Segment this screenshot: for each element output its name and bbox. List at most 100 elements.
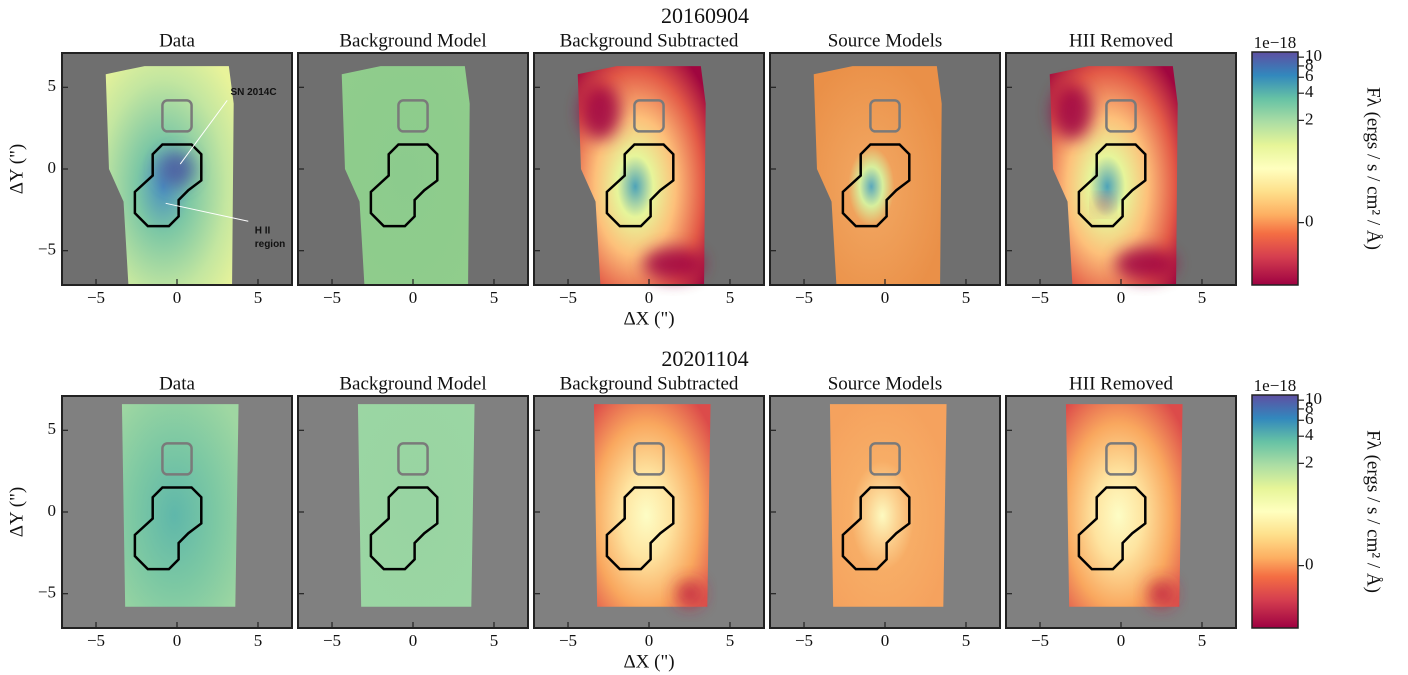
contour [369,486,439,571]
panel-image [298,396,528,628]
colorbar-offset: 1e−18 [1254,33,1297,52]
footprint [1065,404,1183,607]
panel-title: Source Models [828,373,943,394]
blob [1096,197,1111,212]
colorbar [1251,394,1299,629]
aperture [1105,99,1137,133]
x-tick-label: 5 [962,288,971,307]
panel-title: Background Model [339,373,486,394]
annotation-line [179,100,228,165]
x-tick-label: 5 [962,631,971,650]
colorbar-tick-label: 4 [1305,82,1314,101]
x-tick-label: −5 [87,288,105,307]
aperture [397,442,429,476]
y-tick-label: 5 [48,76,57,95]
aperture [869,99,901,133]
x-tick-label: 5 [726,631,735,650]
x-tick-label: 0 [881,288,890,307]
x-tick-label: −5 [323,631,341,650]
colorbar-tick-label: 10 [1305,46,1322,65]
x-axis-label: ΔX (") [623,308,674,329]
panel-image [770,396,1000,628]
y-tick-label: 0 [48,501,57,520]
x-tick-label: −5 [795,288,813,307]
x-tick-label: 5 [1198,288,1207,307]
aperture [397,99,429,133]
panel-image [1006,396,1236,628]
contour [841,143,911,228]
y-axis-label: ΔY (") [6,144,27,194]
footprint [357,404,475,607]
aperture [869,442,901,476]
colorbar-label: Fλ (ergs / s / cm² / Å) [1363,430,1384,593]
colorbar-tick-label: 2 [1305,452,1314,471]
panel-image [62,396,292,628]
annotation: H II [255,226,271,237]
x-tick-label: −5 [795,631,813,650]
colorbar-tick-label: 2 [1305,109,1314,128]
blob [1147,579,1176,608]
x-tick-label: −5 [87,631,105,650]
x-tick-label: −5 [559,631,577,650]
y-tick-label: −5 [38,240,56,259]
colorbar-tick-label: 6 [1305,66,1314,85]
footprint [813,66,942,285]
x-axis-label: ΔX (") [623,651,674,672]
y-tick-label: −5 [38,583,56,602]
panel-image [534,53,764,285]
aperture [161,99,193,133]
x-tick-label: 0 [645,631,654,650]
x-tick-label: 0 [1117,631,1126,650]
contour [605,143,675,228]
row-title: 20201104 [661,346,748,371]
panel-title: HII Removed [1069,30,1173,51]
colorbar-tick-label: 0 [1305,212,1314,231]
x-tick-label: 0 [173,288,182,307]
aperture [633,99,665,133]
colorbar-tick-label: 8 [1305,55,1314,74]
blob [580,83,621,140]
x-tick-label: 0 [1117,288,1126,307]
aperture [1105,442,1137,476]
blob [159,151,195,187]
contour [1077,143,1147,228]
x-tick-label: 0 [173,631,182,650]
blob [1115,247,1176,280]
x-tick-label: 5 [1198,631,1207,650]
annotation: SN 2014C [230,87,276,98]
panel-title: Background Subtracted [560,30,739,51]
contour [605,486,675,571]
x-tick-label: 5 [726,288,735,307]
footprint [121,404,239,607]
y-tick-label: 0 [48,158,57,177]
colorbar-offset: 1e−18 [1254,376,1297,395]
colorbar-tick-label: 0 [1305,555,1314,574]
contour [369,143,439,228]
footprint [829,404,947,607]
contour [1077,486,1147,571]
annotation-line [165,202,249,222]
x-tick-label: 0 [409,631,418,650]
colorbar-tick-label: 8 [1305,398,1314,417]
row-title: 20160904 [661,3,749,28]
x-tick-label: 5 [254,288,263,307]
x-tick-label: −5 [559,288,577,307]
blob [675,579,704,608]
x-tick-label: −5 [1031,288,1049,307]
panel-image [62,53,292,285]
panel-title: Background Subtracted [560,373,739,394]
colorbar [1251,51,1299,286]
panel-image [534,396,764,628]
panel-title: Source Models [828,30,943,51]
y-tick-label: 5 [48,419,57,438]
x-tick-label: 0 [645,288,654,307]
x-tick-label: −5 [1031,631,1049,650]
panel-image [770,53,1000,285]
x-tick-label: 5 [490,288,499,307]
footprint [341,66,470,285]
y-axis-label: ΔY (") [6,487,27,537]
annotation: region [255,239,286,250]
panel-title: Background Model [339,30,486,51]
x-tick-label: 5 [254,631,263,650]
